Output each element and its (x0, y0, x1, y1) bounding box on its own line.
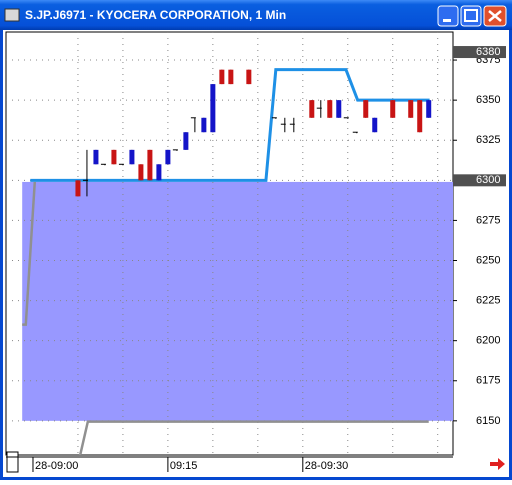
price-marker (453, 174, 506, 187)
y-tick-label: 6250 (476, 254, 500, 266)
y-tick-label: 6225 (476, 294, 500, 306)
candle-body (129, 149, 135, 165)
y-tick-label: 6325 (476, 134, 500, 146)
candle-body (147, 149, 153, 181)
plot (6, 32, 453, 455)
scroll-arrow[interactable] (490, 458, 505, 470)
y-tick-label: 6275 (476, 214, 500, 226)
x-tick-label: 09:15 (170, 460, 198, 472)
candle-body (246, 69, 252, 85)
candle-body (156, 164, 162, 181)
minimize-button[interactable] (437, 5, 459, 27)
candle-body (336, 100, 342, 118)
candle-body (201, 117, 207, 133)
candle-body (75, 180, 81, 197)
candle-body (426, 100, 432, 118)
app-icon (4, 8, 20, 22)
candle-body (309, 100, 315, 118)
candle-body (111, 149, 117, 165)
title-bar (0, 0, 512, 30)
line-series (78, 420, 429, 455)
y-tick-label: 6150 (476, 415, 500, 427)
candle-body (183, 132, 189, 150)
candle-body (390, 100, 396, 118)
candle-body (138, 164, 144, 181)
candle-body (363, 100, 369, 118)
candle-body (165, 149, 171, 165)
price-marker-label: 6300 (476, 174, 500, 186)
candle-body (228, 69, 234, 85)
candle-body (417, 100, 423, 133)
candle-body (327, 100, 333, 118)
y-tick-label: 6350 (476, 94, 500, 106)
candle-body (210, 84, 216, 133)
close-button[interactable] (483, 5, 507, 27)
window-title: S.JP.J6971 - KYOCERA CORPORATION, 1 Min (25, 8, 286, 22)
x-tick-label: 28-09:30 (305, 460, 348, 472)
candle-body (93, 149, 99, 165)
scroll-box[interactable] (6, 451, 19, 473)
candle-body (372, 117, 378, 133)
line-series (30, 68, 430, 182)
price-marker (453, 46, 506, 59)
price-marker-label: 6380 (476, 46, 500, 58)
y-tick-label: 6175 (476, 375, 500, 387)
maximize-button[interactable] (460, 5, 482, 27)
band (22, 181, 453, 421)
x-tick-label: 28-09:00 (35, 460, 78, 472)
candle-body (219, 69, 225, 85)
y-tick-label: 6200 (476, 335, 500, 347)
candle-body (408, 100, 414, 118)
line-series (22, 181, 37, 326)
